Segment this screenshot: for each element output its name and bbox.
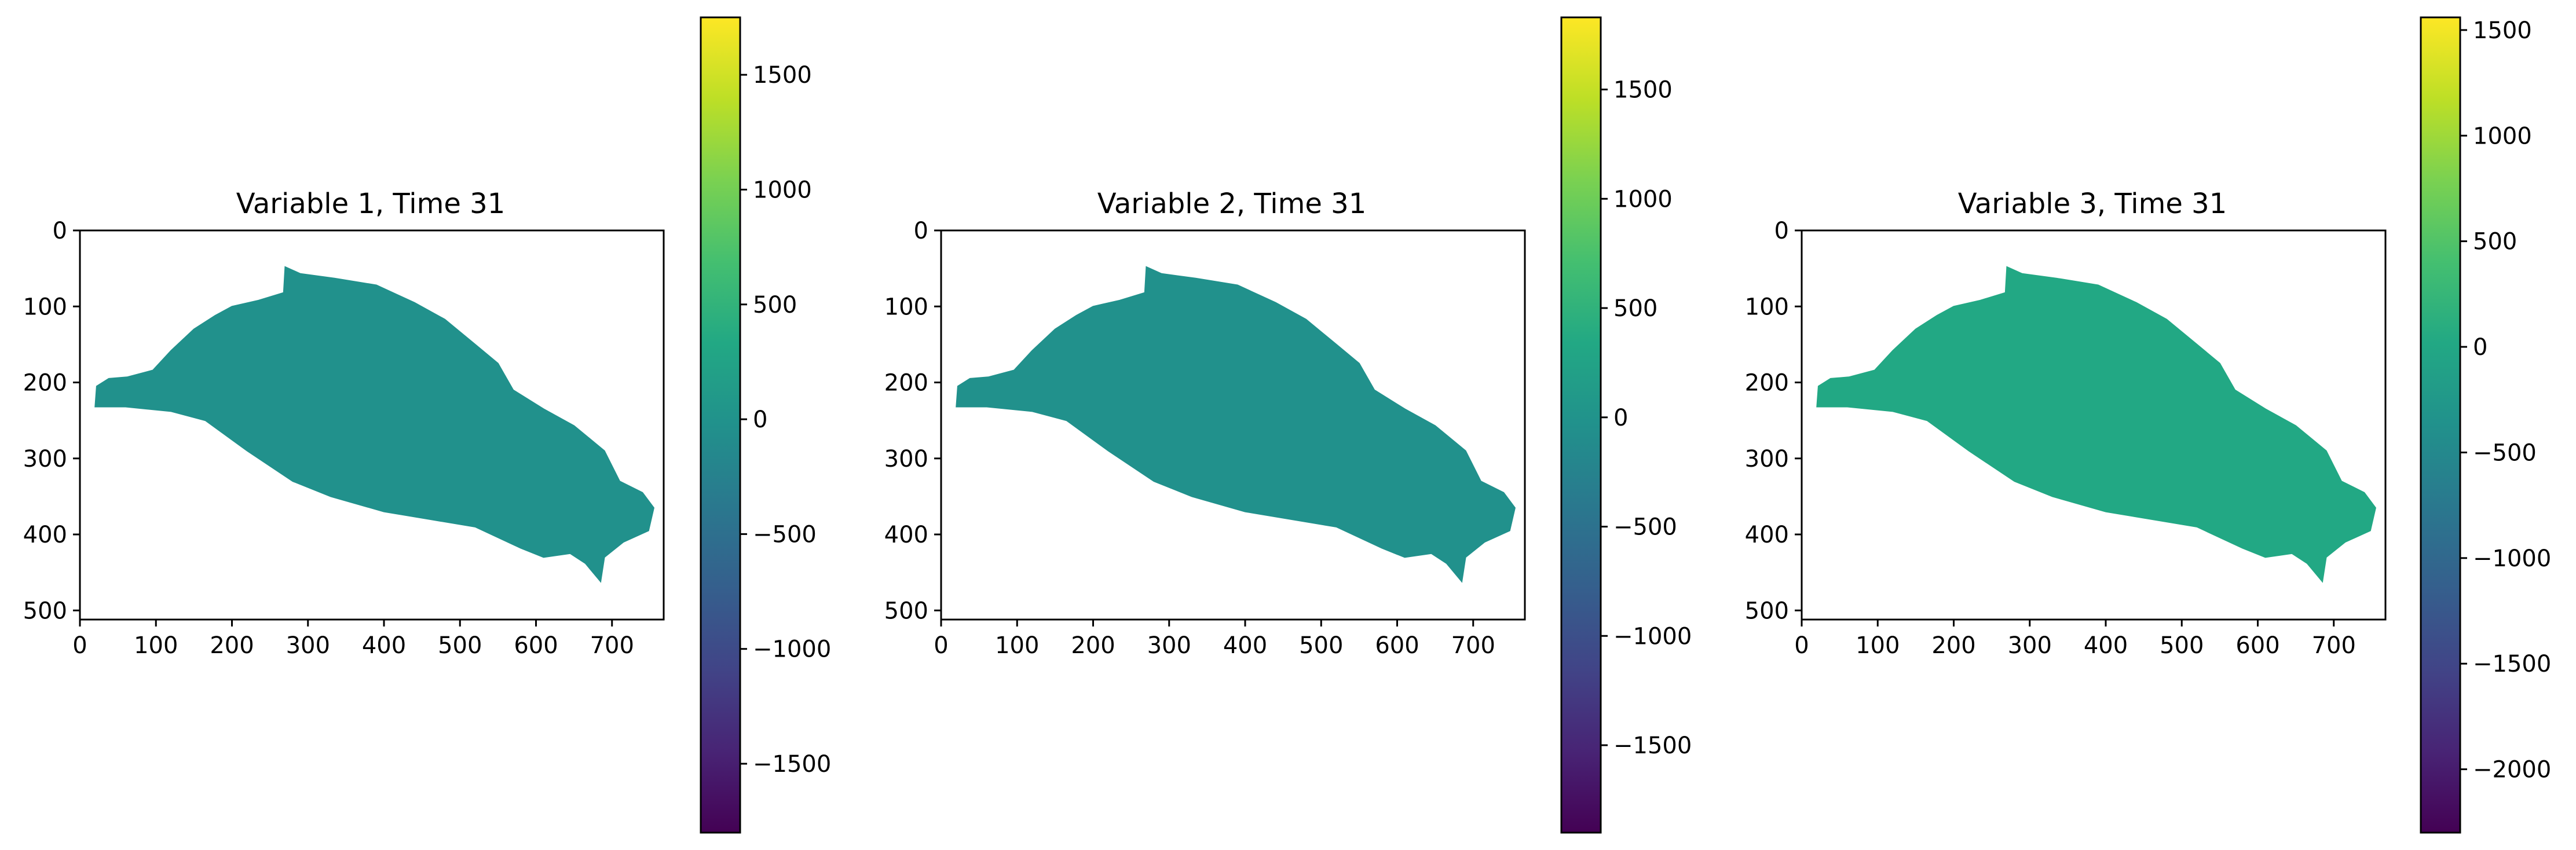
- x-tick-label: 700: [590, 632, 634, 659]
- colorbar-ticks: −1500 −1000 −500 0 500 1000 1500: [740, 62, 831, 778]
- colorbar-tick-label: −1000: [1613, 623, 1692, 650]
- x-tick-label: 700: [1451, 632, 1495, 659]
- colorbar-tick-label: 1000: [2473, 123, 2532, 149]
- x-tick-label: 500: [438, 632, 482, 659]
- colorbar-gradient: [700, 16, 741, 834]
- x-tick-label: 700: [2312, 632, 2356, 659]
- plot-title: Variable 2, Time 31: [1097, 188, 1366, 220]
- plot-title: Variable 3, Time 31: [1958, 188, 2227, 220]
- colorbar-tick-label: 1000: [1613, 186, 1673, 212]
- y-tick-label: 300: [1745, 446, 1789, 472]
- x-tick-label: 600: [2235, 632, 2279, 659]
- y-tick-label: 0: [53, 218, 67, 244]
- x-tick-label: 300: [286, 632, 330, 659]
- y-tick-label: 300: [884, 446, 928, 472]
- y-tick-label: 400: [1745, 522, 1789, 548]
- axes-frame: [79, 229, 665, 621]
- heatmap-image: [1816, 266, 2376, 583]
- x-tick-label: 400: [362, 632, 406, 659]
- colorbar-tick-label: 0: [2473, 334, 2487, 361]
- x-axis: 0 100 200 300 400 500 600 700: [1794, 620, 2356, 659]
- panel-1: Variable 1, Time 31 0 100 200 300 400 500 600 7…: [23, 16, 831, 834]
- colorbar-tick-label: 0: [753, 406, 767, 433]
- y-tick-label: 200: [1745, 370, 1789, 397]
- island-field: [1816, 266, 2376, 583]
- colorbar: −1500 −1000 −500 0 500 1000 1500: [1560, 16, 1692, 834]
- x-tick-label: 200: [210, 632, 254, 659]
- panel-2: Variable 2, Time 31 0 100 200 300 400 500 600 7…: [884, 16, 1692, 834]
- colorbar: −1500 −1000 −500 0 500 1000 1500: [700, 16, 831, 834]
- x-tick-label: 100: [1856, 632, 1900, 659]
- x-tick-label: 300: [2008, 632, 2052, 659]
- x-tick-label: 500: [2160, 632, 2204, 659]
- plot-title: Variable 1, Time 31: [236, 188, 505, 220]
- x-tick-label: 0: [72, 632, 87, 659]
- x-tick-label: 600: [1375, 632, 1419, 659]
- panel-3: Variable 3, Time 31 0 100 200 300 400 500 600 7…: [1745, 16, 2551, 834]
- x-tick-label: 300: [1147, 632, 1191, 659]
- y-tick-label: 400: [884, 522, 928, 548]
- colorbar-tick-label: −1000: [753, 636, 831, 663]
- y-axis: 0 100 200 300 400 500: [1745, 218, 1802, 624]
- x-axis: 0 100 200 300 400 500 600 700: [72, 620, 634, 659]
- heatmap-image: [956, 266, 1516, 583]
- colorbar-tick-label: −500: [1613, 514, 1677, 541]
- x-tick-label: 400: [2084, 632, 2128, 659]
- colorbar-ticks: −1500 −1000 −500 0 500 1000 1500: [1601, 77, 1692, 759]
- colorbar-gradient: [1560, 16, 1602, 834]
- colorbar-tick-label: 1500: [753, 62, 812, 89]
- colorbar-tick-label: 1500: [1613, 77, 1673, 104]
- x-tick-label: 100: [134, 632, 178, 659]
- colorbar-gradient: [2420, 16, 2461, 834]
- island-field: [94, 266, 654, 583]
- colorbar-tick-label: 1500: [2473, 17, 2532, 44]
- colorbar-tick-label: 500: [753, 292, 797, 318]
- colorbar-ticks: −2000 −1500 −1000 −500 0 500 1000 1500: [2460, 17, 2551, 783]
- axes-frame: [940, 229, 1526, 621]
- colorbar-tick-label: −1000: [2473, 545, 2551, 572]
- colorbar-tick-label: −500: [2473, 439, 2537, 466]
- x-tick-label: 200: [1071, 632, 1115, 659]
- x-tick-label: 500: [1299, 632, 1343, 659]
- y-tick-label: 400: [23, 522, 67, 548]
- y-tick-label: 500: [23, 598, 67, 624]
- colorbar-tick-label: 0: [1613, 405, 1628, 431]
- y-tick-label: 100: [884, 294, 928, 320]
- colorbar-tick-label: 500: [2473, 229, 2517, 255]
- x-tick-label: 400: [1223, 632, 1267, 659]
- colorbar-tick-label: −500: [753, 521, 817, 548]
- colorbar-tick-label: −1500: [753, 751, 831, 778]
- y-axis: 0 100 200 300 400 500: [884, 218, 941, 624]
- y-axis: 0 100 200 300 400 500: [23, 218, 80, 624]
- colorbar-tick-label: 500: [1613, 295, 1657, 322]
- x-axis: 0 100 200 300 400 500 600 700: [934, 620, 1495, 659]
- colorbar-tick-label: −2000: [2473, 757, 2551, 783]
- x-tick-label: 0: [934, 632, 948, 659]
- x-tick-label: 600: [514, 632, 558, 659]
- x-tick-label: 100: [995, 632, 1039, 659]
- y-tick-label: 200: [884, 370, 928, 397]
- island-field: [956, 266, 1516, 583]
- colorbar-tick-label: −1500: [1613, 732, 1692, 759]
- y-tick-label: 100: [1745, 294, 1789, 320]
- axes-frame: [1801, 229, 2387, 621]
- colorbar: −2000 −1500 −1000 −500 0 500 1000 1500: [2420, 16, 2551, 834]
- y-tick-label: 300: [23, 446, 67, 472]
- y-tick-label: 200: [23, 370, 67, 397]
- colorbar-tick-label: 1000: [753, 177, 812, 203]
- y-tick-label: 0: [914, 218, 928, 244]
- y-tick-label: 0: [1774, 218, 1789, 244]
- x-tick-label: 200: [1931, 632, 1975, 659]
- y-tick-label: 500: [1745, 598, 1789, 624]
- colorbar-tick-label: −1500: [2473, 651, 2551, 677]
- y-tick-label: 500: [884, 598, 928, 624]
- heatmap-image: [94, 266, 654, 583]
- x-tick-label: 0: [1794, 632, 1809, 659]
- y-tick-label: 100: [23, 294, 67, 320]
